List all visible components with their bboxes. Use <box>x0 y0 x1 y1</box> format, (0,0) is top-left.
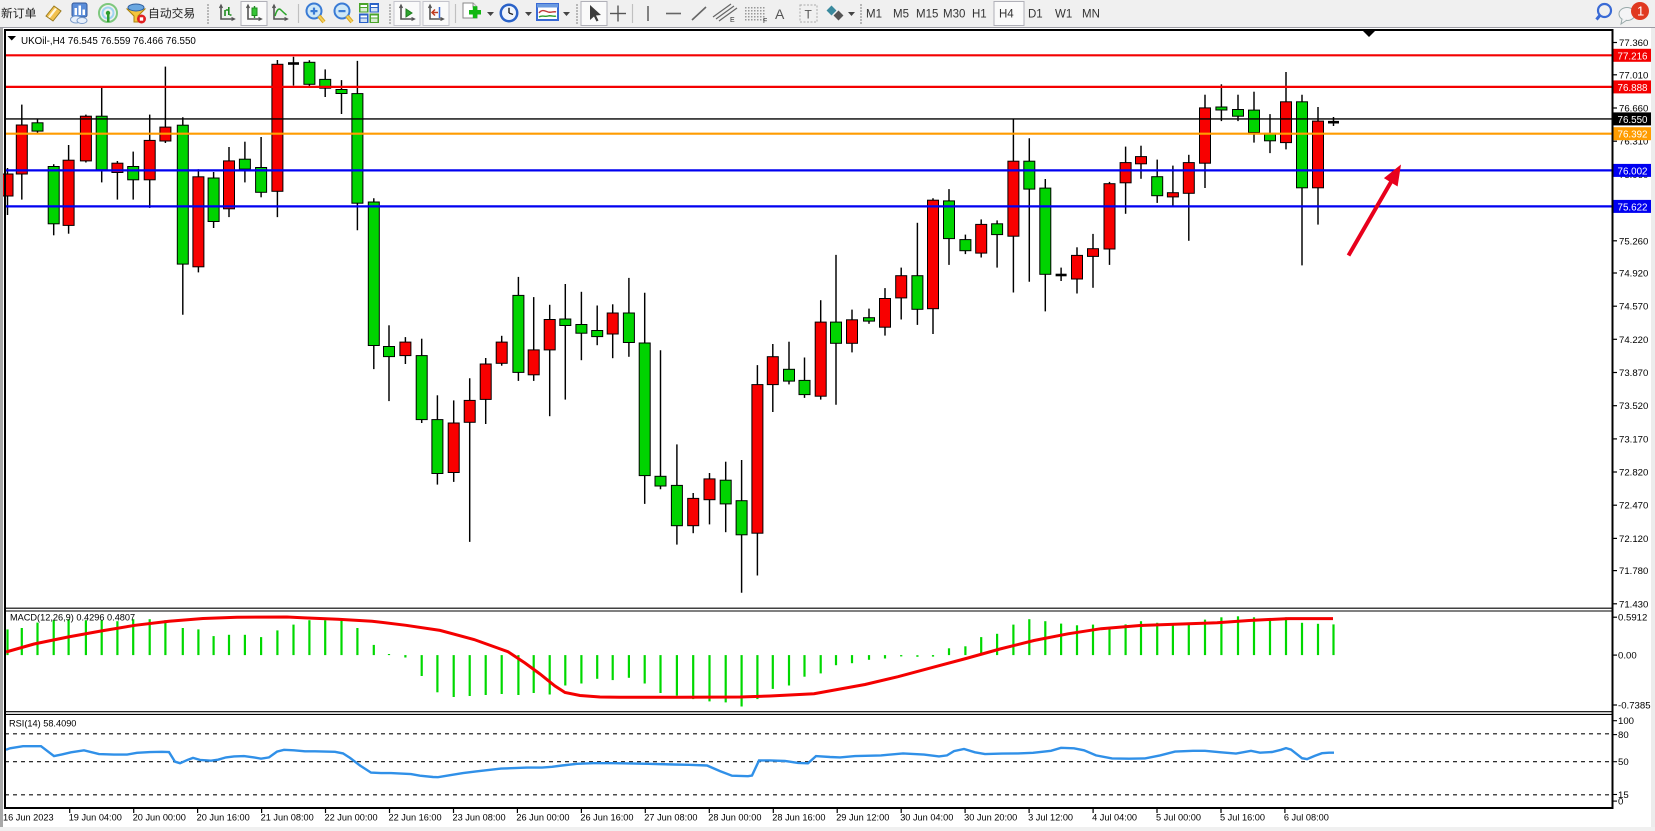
svg-text:1: 1 <box>1637 4 1644 19</box>
svg-text:UKOil-,H4 76.545 76.559 76.46: UKOil-,H4 76.545 76.559 76.466 76.550 <box>21 36 196 47</box>
svg-text:76.888: 76.888 <box>1618 83 1649 94</box>
svg-text:0.5912: 0.5912 <box>1618 613 1647 624</box>
svg-text:20 Jun 16:00: 20 Jun 16:00 <box>197 813 250 823</box>
svg-text:T: T <box>805 8 813 22</box>
svg-text:E: E <box>730 17 735 24</box>
svg-text:72.470: 72.470 <box>1619 501 1648 512</box>
svg-text:5 Jul 16:00: 5 Jul 16:00 <box>1220 813 1265 823</box>
svg-text:H4: H4 <box>999 9 1014 21</box>
svg-text:M5: M5 <box>893 9 909 21</box>
svg-text:75.260: 75.260 <box>1619 236 1648 247</box>
svg-text:RSI(14) 58.4090: RSI(14) 58.4090 <box>9 719 76 729</box>
svg-text:72.820: 72.820 <box>1619 468 1648 479</box>
svg-text:22 Jun 16:00: 22 Jun 16:00 <box>389 813 442 823</box>
svg-text:74.220: 74.220 <box>1619 335 1648 346</box>
svg-text:26 Jun 00:00: 26 Jun 00:00 <box>516 813 569 823</box>
svg-text:16 Jun 2023: 16 Jun 2023 <box>3 813 54 823</box>
svg-text:74.920: 74.920 <box>1619 269 1648 280</box>
svg-text:73.870: 73.870 <box>1619 368 1648 379</box>
svg-text:71.430: 71.430 <box>1619 599 1648 610</box>
svg-text:73.520: 73.520 <box>1619 401 1648 412</box>
svg-text:30 Jun 20:00: 30 Jun 20:00 <box>964 813 1017 823</box>
svg-text:W1: W1 <box>1055 9 1072 21</box>
svg-text:71.780: 71.780 <box>1619 566 1648 577</box>
svg-text:4 Jul 04:00: 4 Jul 04:00 <box>1092 813 1137 823</box>
svg-text:M30: M30 <box>943 9 965 21</box>
svg-text:D1: D1 <box>1028 9 1043 21</box>
svg-text:80: 80 <box>1618 730 1629 741</box>
svg-text:72.120: 72.120 <box>1619 534 1648 545</box>
svg-text:74.570: 74.570 <box>1619 302 1648 313</box>
svg-text:MACD(12,26,9) 0.4296 0.4807: MACD(12,26,9) 0.4296 0.4807 <box>10 613 135 623</box>
svg-text:76.550: 76.550 <box>1618 115 1649 126</box>
svg-text:21 Jun 08:00: 21 Jun 08:00 <box>261 813 314 823</box>
svg-text:26 Jun 16:00: 26 Jun 16:00 <box>580 813 633 823</box>
svg-text:75.622: 75.622 <box>1618 202 1648 213</box>
svg-text:M1: M1 <box>866 9 882 21</box>
svg-text:MN: MN <box>1082 9 1100 21</box>
svg-text:29 Jun 12:00: 29 Jun 12:00 <box>836 813 889 823</box>
svg-text:77.360: 77.360 <box>1619 38 1648 49</box>
svg-text:20 Jun 00:00: 20 Jun 00:00 <box>133 813 186 823</box>
svg-text:76.310: 76.310 <box>1619 137 1648 148</box>
svg-text:77.010: 77.010 <box>1619 70 1648 81</box>
svg-text:M15: M15 <box>916 9 938 21</box>
svg-text:73.170: 73.170 <box>1619 434 1648 445</box>
svg-text:76.660: 76.660 <box>1619 104 1648 115</box>
svg-text:76.392: 76.392 <box>1618 130 1648 141</box>
svg-text:15: 15 <box>1618 790 1629 801</box>
svg-text:3 Jul 12:00: 3 Jul 12:00 <box>1028 813 1073 823</box>
svg-text:19 Jun 04:00: 19 Jun 04:00 <box>69 813 122 823</box>
svg-text:0: 0 <box>1618 797 1623 808</box>
svg-text:30 Jun 04:00: 30 Jun 04:00 <box>900 813 953 823</box>
svg-text:28 Jun 00:00: 28 Jun 00:00 <box>708 813 761 823</box>
svg-text:76.002: 76.002 <box>1618 166 1648 177</box>
svg-text:22 Jun 00:00: 22 Jun 00:00 <box>325 813 378 823</box>
svg-text:-0.7385: -0.7385 <box>1618 701 1651 712</box>
svg-text:A: A <box>775 6 785 22</box>
svg-text:28 Jun 16:00: 28 Jun 16:00 <box>772 813 825 823</box>
svg-text:H1: H1 <box>972 9 987 21</box>
svg-text:5 Jul 00:00: 5 Jul 00:00 <box>1156 813 1201 823</box>
svg-text:100: 100 <box>1618 716 1634 727</box>
svg-text:0.00: 0.00 <box>1618 651 1637 662</box>
svg-text:23 Jun 08:00: 23 Jun 08:00 <box>453 813 506 823</box>
svg-text:77.216: 77.216 <box>1618 51 1649 62</box>
svg-text:F: F <box>763 18 767 25</box>
svg-text:6 Jul 08:00: 6 Jul 08:00 <box>1284 813 1329 823</box>
svg-text:50: 50 <box>1618 757 1629 768</box>
svg-text:27 Jun 08:00: 27 Jun 08:00 <box>644 813 697 823</box>
